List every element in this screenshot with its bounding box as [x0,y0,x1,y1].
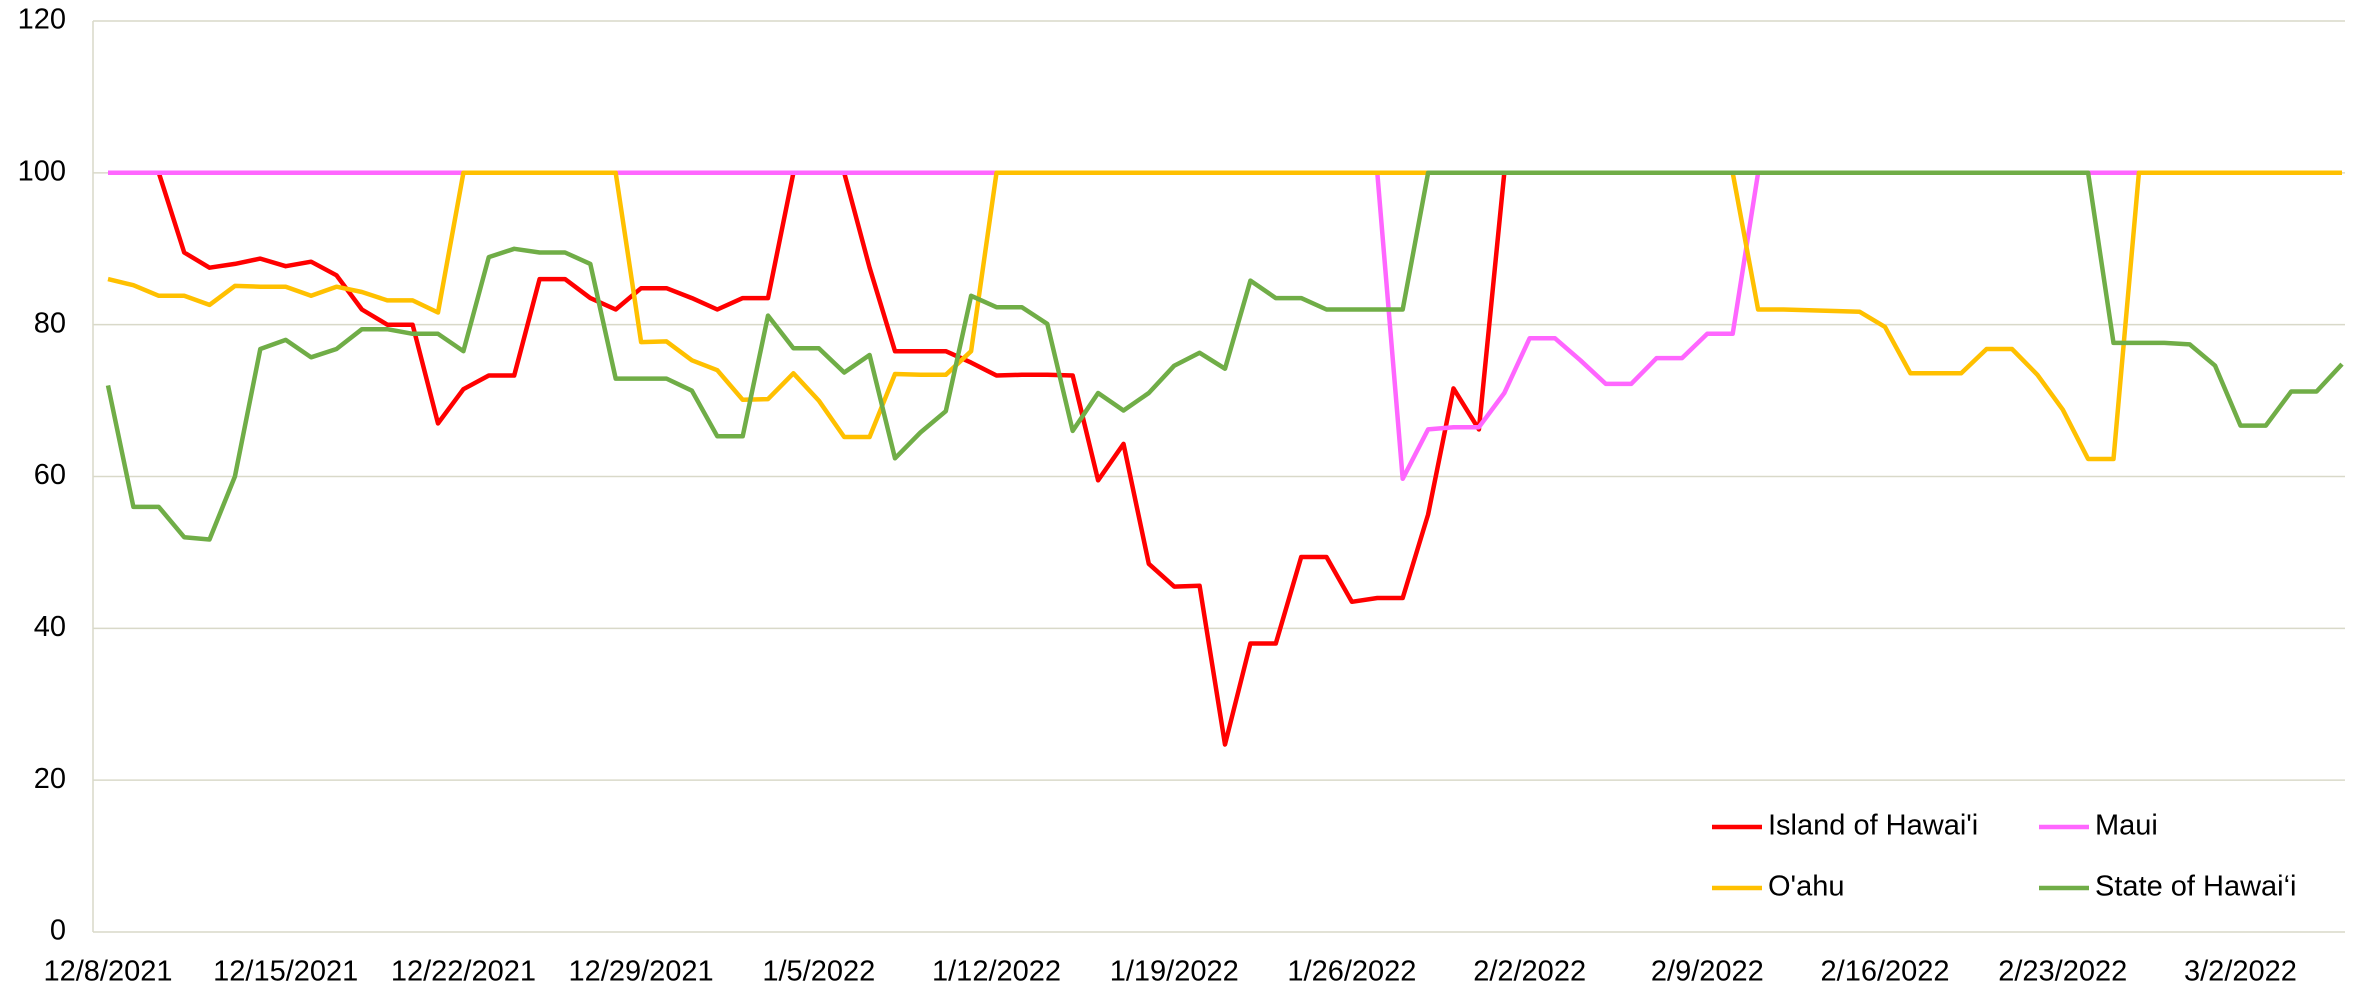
x-tick-label: 2/23/2022 [1998,956,2127,988]
y-tick-label: 100 [18,155,66,187]
x-tick-label: 2/9/2022 [1651,956,1764,988]
x-tick-label: 1/26/2022 [1287,956,1416,988]
x-tick-label: 1/12/2022 [932,956,1061,988]
series-line [105,170,2344,542]
x-tick-label: 12/8/2021 [43,956,172,988]
y-tick-label: 0 [50,915,66,947]
y-tick-label: 120 [18,4,66,36]
legend-label: Maui [2095,810,2158,842]
legend-label: State of Hawai‘i [2095,871,2297,903]
x-tick-label: 12/29/2021 [569,956,714,988]
y-tick-label: 40 [34,611,66,643]
legend-label: Island of Hawai'i [1768,810,1978,842]
series-line [108,170,2342,747]
x-tick-label: 3/2/2022 [2184,956,2297,988]
x-tick-label: 2/16/2022 [1821,956,1950,988]
y-tick-label: 60 [34,459,66,491]
legend-label: O'ahu [1768,871,1844,903]
series-line [108,170,2342,482]
x-tick-label: 1/19/2022 [1110,956,1239,988]
x-tick-label: 12/15/2021 [213,956,358,988]
x-tick-label: 2/2/2022 [1473,956,1586,988]
series-line [107,170,2342,462]
x-tick-label: 1/5/2022 [762,956,875,988]
x-tick-label: 12/22/2021 [391,956,536,988]
y-tick-label: 80 [34,307,66,339]
y-tick-label: 20 [34,763,66,795]
